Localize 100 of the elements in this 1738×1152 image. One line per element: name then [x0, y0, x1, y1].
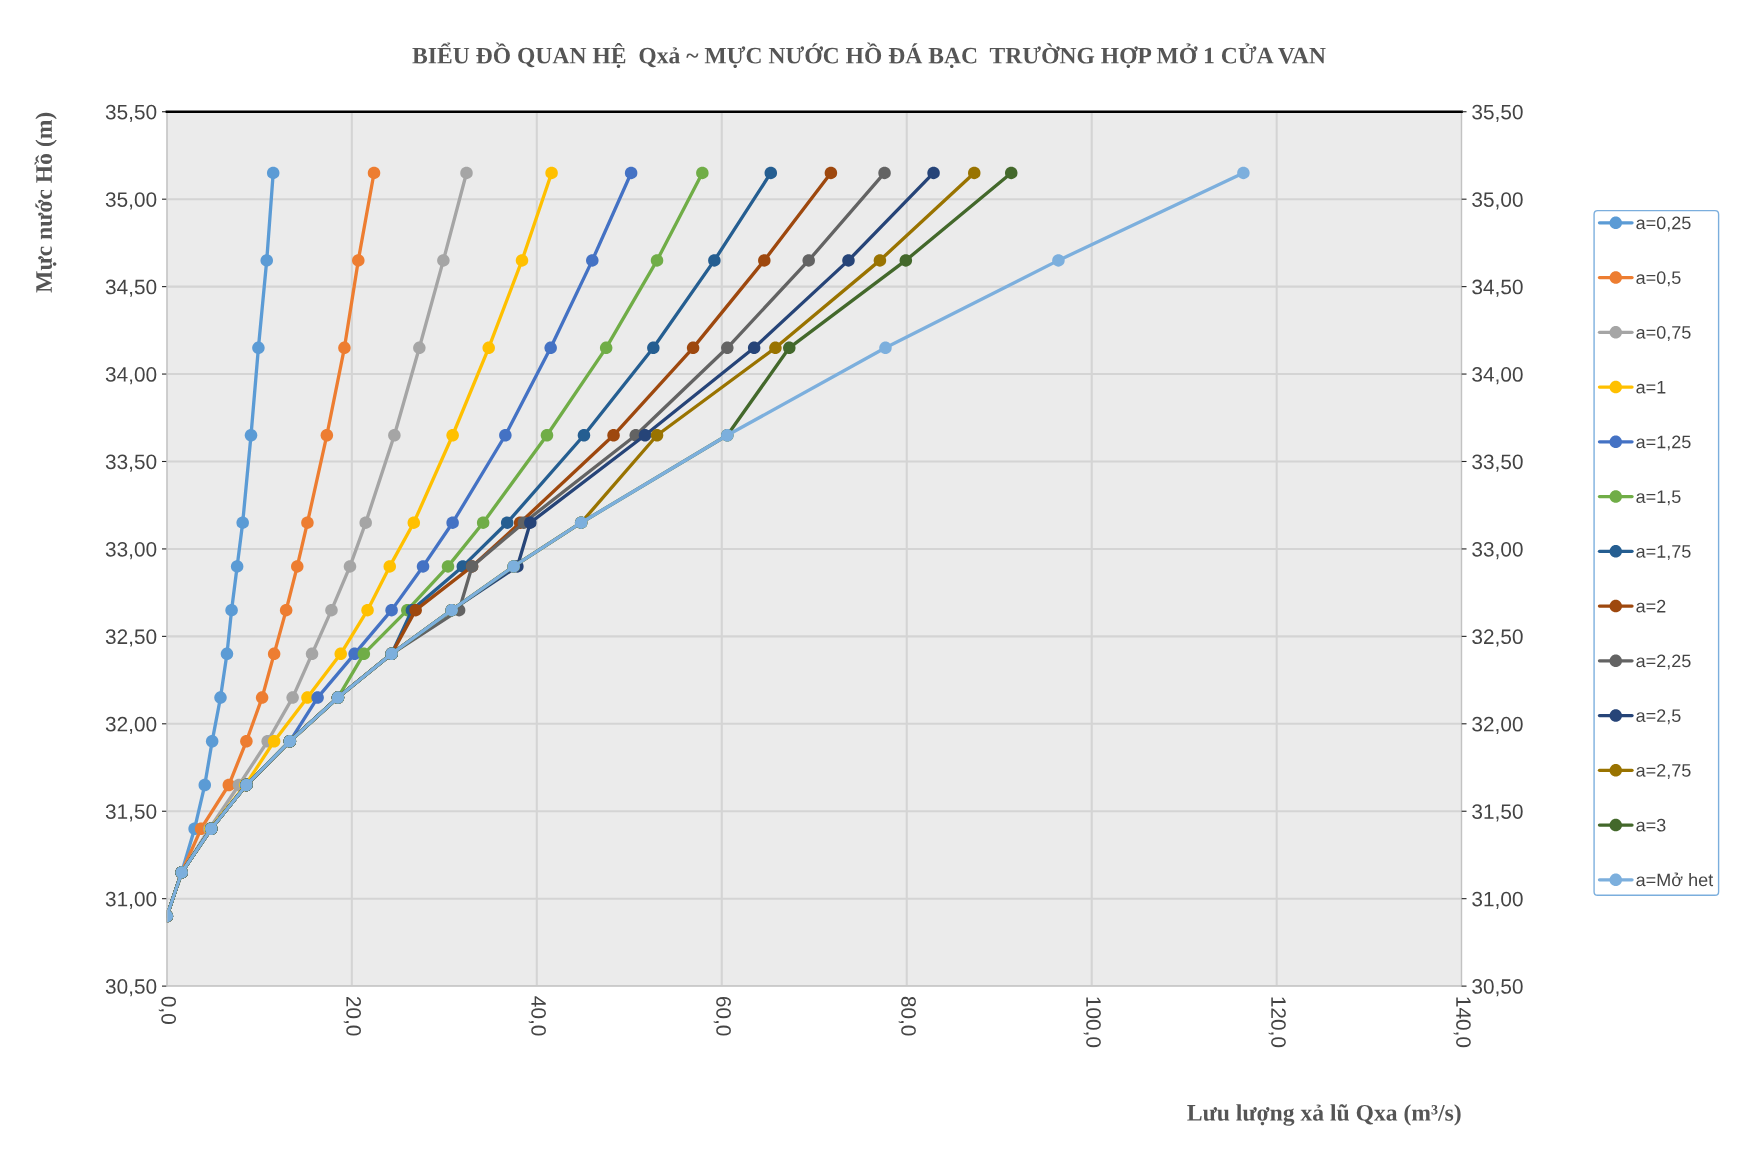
point: [413, 341, 426, 355]
y2-tick-label: 31,00: [1472, 891, 1523, 909]
point: [367, 166, 381, 180]
y-tick-label: 33,00: [105, 541, 157, 560]
point: [721, 341, 734, 355]
y-tick-label: 30,50: [105, 979, 157, 997]
point: [650, 254, 664, 267]
point: [286, 691, 299, 704]
point: [352, 254, 365, 267]
point: [225, 603, 238, 617]
point: [545, 166, 558, 180]
y-tick-label: 32,00: [105, 716, 157, 735]
point: [205, 735, 219, 748]
y2-tick-label: 33,00: [1472, 541, 1523, 560]
point: [544, 341, 557, 355]
x-tick-label: 20,0: [343, 996, 361, 1036]
y-tick-label: 32,50: [105, 629, 157, 647]
point: [361, 603, 374, 617]
y-tick-label: 33,50: [105, 454, 157, 472]
x-tick-label: 40,0: [528, 996, 546, 1036]
point: [499, 429, 512, 442]
point: [577, 429, 591, 442]
y2-tick-label: 31,50: [1472, 804, 1523, 822]
point: [515, 254, 529, 267]
legend-label: a=2: [1636, 599, 1666, 613]
point: [650, 429, 664, 442]
point: [500, 516, 514, 529]
point: [747, 341, 761, 355]
legend-label: a=1,25: [1636, 435, 1691, 451]
point: [968, 166, 981, 180]
point: [267, 735, 281, 748]
point: [599, 341, 613, 355]
point: [802, 254, 815, 267]
point: [1237, 166, 1250, 180]
legend-label: a=1: [1636, 380, 1666, 394]
y2-tick-label: 35,00: [1472, 192, 1523, 210]
point: [686, 341, 700, 355]
x-tick-label: 120,0: [1268, 997, 1286, 1048]
point: [334, 647, 347, 661]
y-axis-title: Mực nước Hồ (m): [34, 112, 57, 293]
y2-tick-label: 32,00: [1472, 716, 1523, 735]
point: [441, 560, 455, 573]
point: [769, 341, 782, 355]
y2-tick-label: 30,50: [1472, 979, 1523, 997]
point: [873, 254, 887, 267]
point: [524, 516, 537, 529]
point: [783, 341, 796, 355]
point: [260, 254, 273, 267]
point: [359, 516, 372, 529]
y2-tick-label: 34,50: [1472, 279, 1523, 297]
y-tick-label: 34,50: [105, 279, 157, 297]
y2-tick-label: 34,00: [1472, 367, 1523, 385]
point: [244, 429, 258, 442]
point: [1052, 254, 1065, 267]
point: [279, 603, 293, 617]
point: [758, 254, 771, 267]
point: [607, 429, 620, 442]
point: [198, 778, 212, 792]
point: [320, 429, 334, 442]
legend-label: a=1,75: [1636, 545, 1691, 560]
point: [325, 603, 338, 617]
point: [899, 254, 913, 267]
point: [266, 166, 280, 180]
x-tick-label: 100,0: [1083, 997, 1101, 1048]
point: [357, 647, 371, 661]
legend-label: a=2,25: [1636, 654, 1691, 670]
point: [230, 560, 244, 573]
point: [311, 691, 324, 704]
y-tick-label: 31,50: [105, 804, 157, 822]
point: [236, 516, 249, 529]
legend-label: a=0,5: [1636, 271, 1681, 287]
point: [624, 166, 638, 180]
point: [240, 735, 253, 748]
point: [586, 254, 599, 267]
x-axis-title: Lưu lượng xả lũ Qxa (m³/s): [1187, 1104, 1461, 1126]
point: [305, 647, 319, 661]
y2-tick-label: 35,50: [1472, 104, 1523, 122]
point: [647, 341, 660, 355]
point: [416, 560, 430, 573]
point: [638, 429, 652, 442]
point: [409, 603, 422, 617]
point: [1005, 166, 1018, 180]
legend-label: a=1,5: [1636, 490, 1681, 506]
point: [343, 560, 357, 573]
y-tick-label: 31,00: [105, 891, 157, 909]
point: [842, 254, 855, 267]
point: [338, 341, 351, 355]
point: [255, 691, 269, 704]
chart-title: BIỂU ĐỒ QUAN HỆ Qxả ~ MỰC NƯỚC HỒ ĐÁ BẠC TRƯỜNG HỢP MỞ 1 CỬA VAN: [412, 42, 1326, 68]
x-tick-label: 60,0: [713, 996, 731, 1036]
point: [879, 341, 892, 355]
point: [764, 166, 778, 180]
legend-label: a=Mở het: [1636, 872, 1714, 887]
point: [446, 516, 459, 529]
point: [476, 516, 490, 529]
point: [446, 429, 459, 442]
legend-label: a=0,75: [1636, 326, 1691, 341]
y-tick-label: 35,00: [105, 192, 157, 210]
point: [460, 166, 473, 180]
point: [388, 429, 401, 442]
